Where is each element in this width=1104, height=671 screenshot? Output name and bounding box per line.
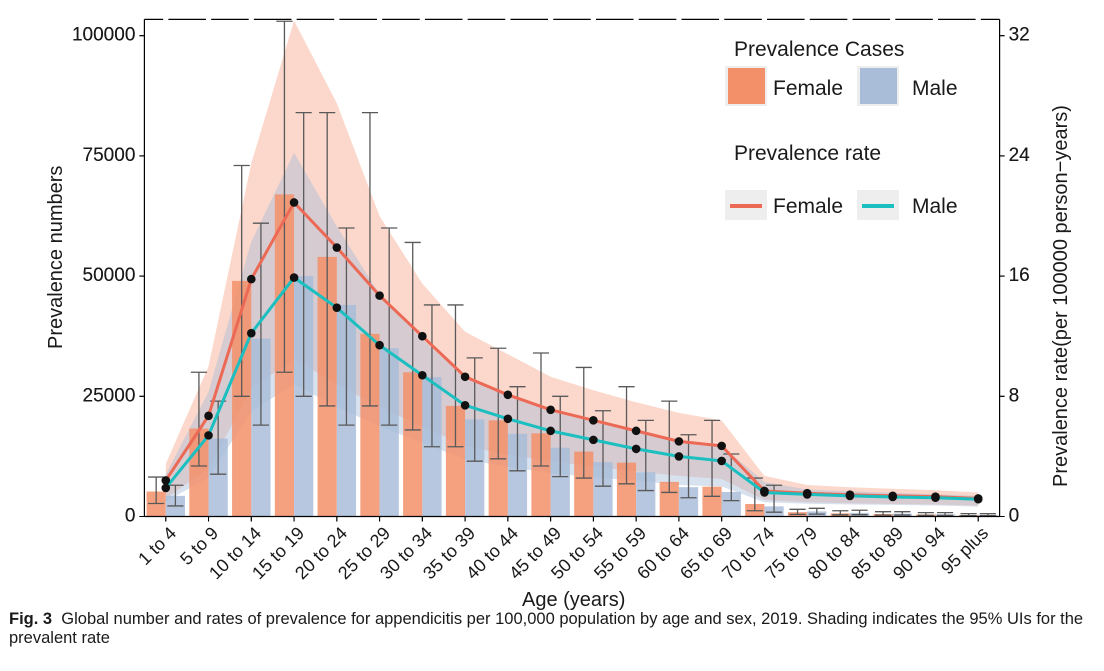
- svg-text:100000: 100000: [72, 25, 135, 46]
- svg-text:0: 0: [1009, 506, 1020, 527]
- svg-text:24: 24: [1009, 145, 1031, 166]
- svg-text:25000: 25000: [83, 385, 136, 406]
- svg-text:0: 0: [125, 506, 136, 527]
- svg-text:75000: 75000: [83, 145, 136, 166]
- svg-text:50000: 50000: [83, 265, 136, 286]
- svg-text:8: 8: [1009, 385, 1020, 406]
- svg-text:32: 32: [1009, 25, 1030, 46]
- svg-text:16: 16: [1009, 265, 1030, 286]
